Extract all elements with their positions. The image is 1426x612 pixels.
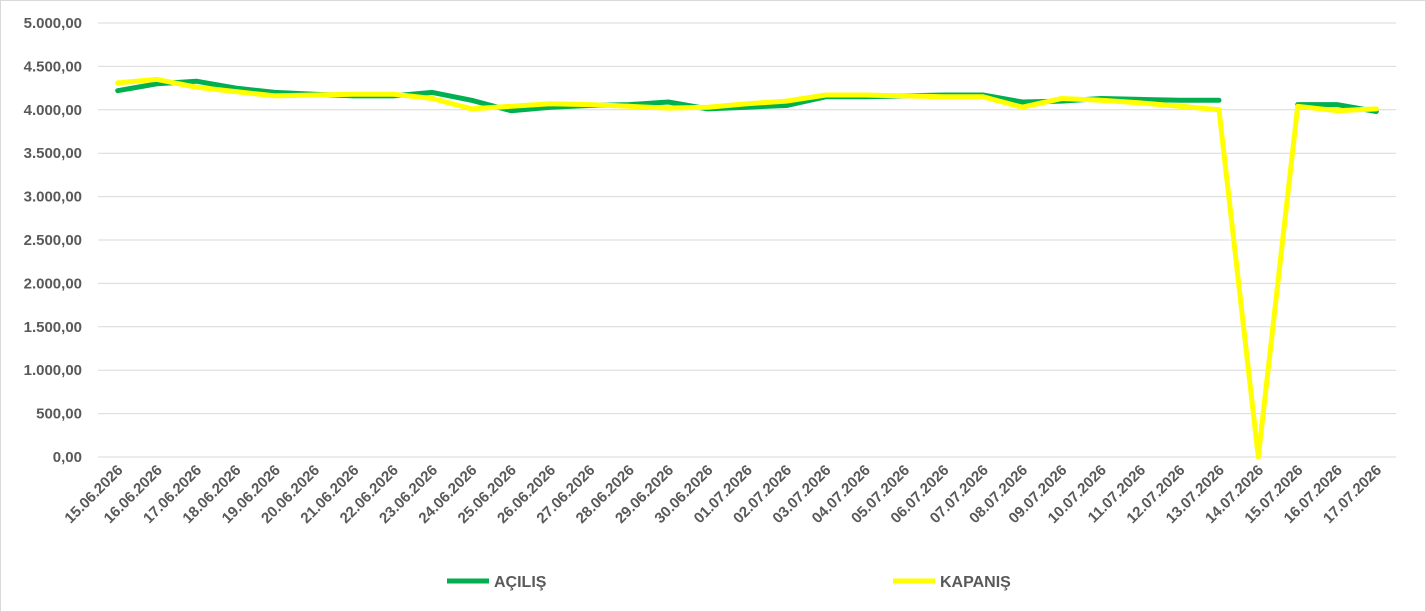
gridlines xyxy=(98,22,1396,458)
legend-label: AÇILIŞ xyxy=(494,574,547,591)
y-axis-tick-labels: 0,00 500,00 1.000,00 1.500,00 2.000,00 2.500,… xyxy=(24,15,82,466)
legend: AÇILIŞ KAPANIŞ xyxy=(447,574,1011,591)
x-axis-tick-labels: 15.06.202616.06.202617.06.202618.06.2026… xyxy=(61,462,1385,527)
y-tick-label: 5.000,00 xyxy=(24,15,82,32)
y-tick-label: 2.000,00 xyxy=(24,275,82,292)
series-lines xyxy=(115,76,1379,460)
y-tick-label: 500,00 xyxy=(36,406,82,423)
y-tick-label: 4.500,00 xyxy=(24,58,82,75)
y-tick-label: 0,00 xyxy=(53,449,82,466)
y-tick-label: 1.500,00 xyxy=(24,319,82,336)
series-line-kapanis xyxy=(115,76,1379,460)
y-tick-label: 4.000,00 xyxy=(24,102,82,119)
y-tick-label: 2.500,00 xyxy=(24,232,82,249)
y-tick-label: 3.000,00 xyxy=(24,189,82,206)
legend-label: KAPANIŞ xyxy=(940,574,1011,591)
y-tick-label: 1.000,00 xyxy=(24,362,82,379)
y-tick-label: 3.500,00 xyxy=(24,145,82,162)
